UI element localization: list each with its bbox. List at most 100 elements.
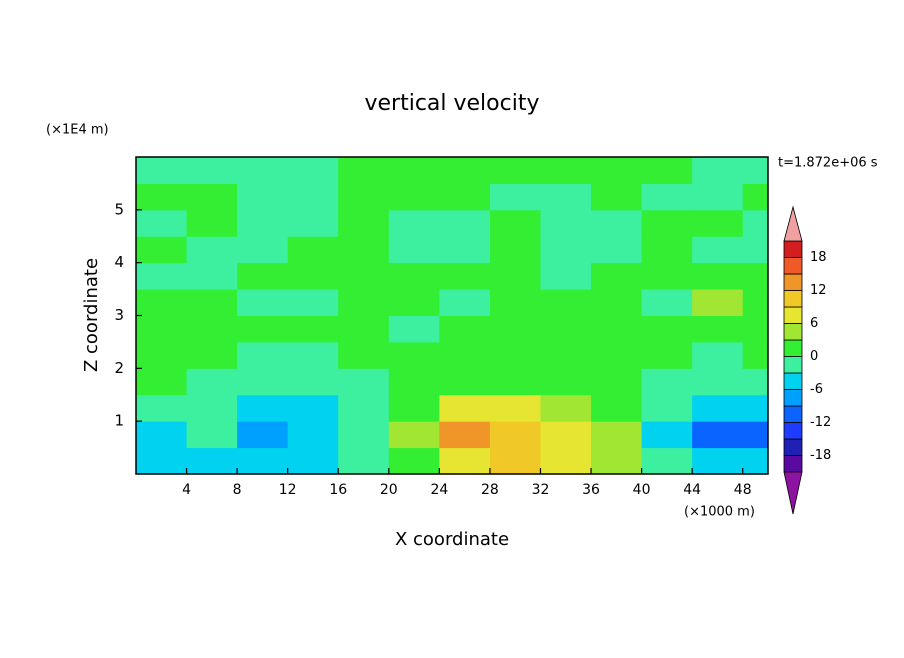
- field-cell: [591, 341, 643, 369]
- y-tick-label: 2: [114, 359, 124, 377]
- field-cell: [136, 183, 188, 211]
- field-cell: [186, 447, 238, 474]
- field-cell: [692, 368, 744, 396]
- field-cell: [287, 262, 339, 290]
- field-cell: [692, 421, 744, 449]
- field: [136, 157, 768, 474]
- field-cell: [388, 157, 440, 184]
- field-cell: [388, 289, 440, 316]
- colorbar-box: [783, 339, 803, 357]
- field-cell: [641, 315, 693, 343]
- field-cell: [742, 157, 768, 184]
- colorbar-box: [783, 372, 803, 390]
- x-tick-label: 12: [279, 482, 297, 498]
- field-cell: [742, 447, 768, 474]
- field-cell: [540, 394, 592, 422]
- field-cell: [540, 209, 592, 237]
- field-cell: [388, 341, 440, 369]
- field-cell: [287, 236, 339, 264]
- field-cell: [439, 368, 491, 396]
- colorbar-tick-label: 6: [810, 316, 818, 331]
- field-cell: [489, 183, 541, 211]
- field-cell: [287, 289, 339, 316]
- field-cell: [540, 421, 592, 449]
- field-cell: [136, 368, 188, 396]
- field-cell: [591, 157, 643, 184]
- field-cell: [338, 421, 390, 449]
- field-cell: [338, 157, 390, 184]
- y-tick-label: 4: [114, 253, 124, 271]
- field-cell: [186, 421, 238, 449]
- field-cell: [692, 315, 744, 343]
- colorbar-box: [783, 455, 803, 473]
- x-tick-label: 44: [683, 482, 701, 498]
- field-cell: [489, 315, 541, 343]
- field-cell: [237, 394, 289, 422]
- field-cell: [237, 209, 289, 237]
- x-axis-label: X coordinate: [395, 529, 509, 550]
- field-cell: [186, 236, 238, 264]
- x-tick-label: 4: [182, 482, 191, 498]
- field-cell: [186, 368, 238, 396]
- field-cell: [186, 157, 238, 184]
- colorbar-box: [783, 405, 803, 423]
- field-cell: [439, 183, 491, 211]
- field-cell: [742, 315, 768, 343]
- field-cell: [742, 209, 768, 237]
- colorbar-top-triangle: [783, 205, 803, 242]
- field-cell: [388, 394, 440, 422]
- field-cell: [489, 368, 541, 396]
- field-cell: [692, 341, 744, 369]
- field-cell: [237, 447, 289, 474]
- x-tick-label: 8: [233, 482, 242, 498]
- field-cell: [591, 394, 643, 422]
- field-cell: [237, 421, 289, 449]
- field-cell: [489, 394, 541, 422]
- field-cell: [439, 315, 491, 343]
- colorbar-box: [783, 438, 803, 456]
- field-cell: [742, 236, 768, 264]
- x-tick-label: 28: [481, 482, 499, 498]
- field-cell: [388, 209, 440, 237]
- field-cell: [742, 368, 768, 396]
- field-cell: [338, 289, 390, 316]
- field-cell: [641, 209, 693, 237]
- colorbar-box: [783, 290, 803, 308]
- field-cell: [591, 421, 643, 449]
- field-cell: [338, 394, 390, 422]
- time-label: t=1.872e+06 s: [778, 156, 878, 171]
- field-cell: [742, 289, 768, 316]
- field-cell: [742, 421, 768, 449]
- field-cell: [591, 236, 643, 264]
- field-cell: [136, 421, 188, 449]
- field-cell: [237, 289, 289, 316]
- field-cell: [287, 341, 339, 369]
- field-cell: [338, 341, 390, 369]
- colorbar-bottom-triangle: [783, 471, 803, 515]
- colorbar-tick-label: -6: [810, 382, 823, 397]
- colorbar-box: [783, 356, 803, 374]
- field-cell: [591, 209, 643, 237]
- field-cell: [641, 394, 693, 422]
- colorbar-tick-label: 0: [810, 349, 818, 364]
- field-cell: [388, 183, 440, 211]
- field-cell: [237, 236, 289, 264]
- field-cell: [540, 447, 592, 474]
- field-cell: [338, 447, 390, 474]
- field-cell: [136, 209, 188, 237]
- field-cell: [489, 289, 541, 316]
- field-cell: [439, 447, 491, 474]
- field-cell: [591, 315, 643, 343]
- y-unit: (×1E4 m): [46, 123, 109, 138]
- field-cell: [186, 394, 238, 422]
- field-cell: [489, 262, 541, 290]
- field-cell: [489, 341, 541, 369]
- field-cell: [692, 262, 744, 290]
- y-tick-label: 1: [114, 412, 124, 430]
- colorbar-tick-label: 18: [810, 250, 827, 265]
- x-tick-label: 20: [380, 482, 398, 498]
- field-cell: [641, 447, 693, 474]
- field-cell: [540, 368, 592, 396]
- field-cell: [540, 341, 592, 369]
